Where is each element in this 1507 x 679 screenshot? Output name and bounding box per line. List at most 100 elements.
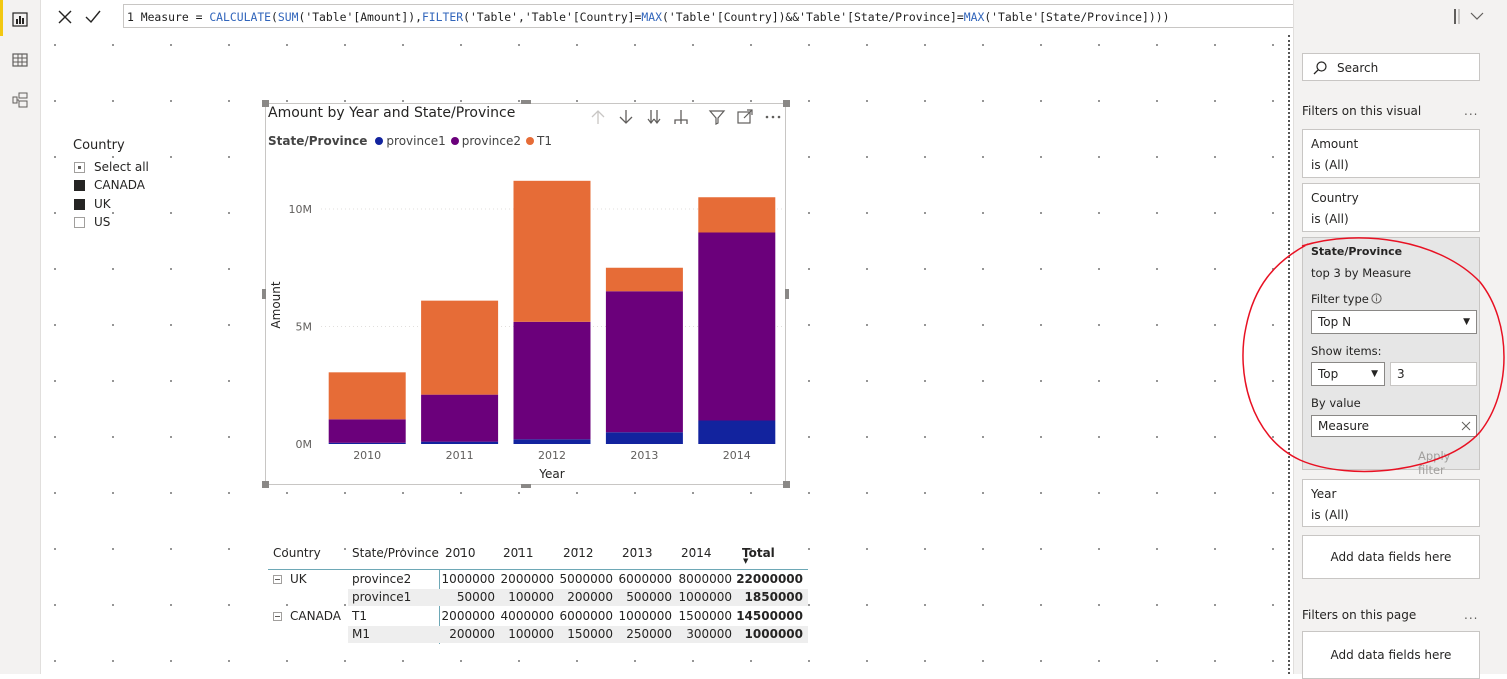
- filter-type-value: Top N: [1318, 315, 1352, 329]
- matrix-visual[interactable]: Country State/Province 2010 2011 2012 2013 201…: [268, 540, 808, 645]
- red-annotation-circle: [1242, 237, 1505, 473]
- bar-segment-T1[interactable]: [698, 197, 776, 233]
- header-divider: [268, 569, 808, 570]
- bar-segment-T1[interactable]: [421, 300, 499, 395]
- matrix-total-cell: 1000000: [744, 627, 803, 641]
- by-value-field-well[interactable]: Measure: [1311, 415, 1477, 437]
- formula-part: ('Table','Table'[Country]=: [463, 10, 642, 24]
- matrix-column-header: Total: [742, 546, 775, 560]
- legend-marker: [526, 137, 535, 145]
- filter-type-dropdown[interactable]: Top N ▼: [1311, 310, 1477, 334]
- left-view-rail: [0, 0, 41, 674]
- bar-segment-T1[interactable]: [513, 180, 591, 322]
- bar-segment-province2[interactable]: [605, 291, 683, 433]
- collapse-row-icon[interactable]: [273, 575, 282, 584]
- slicer-item[interactable]: UK: [74, 196, 111, 212]
- resize-handle[interactable]: [521, 484, 531, 488]
- slicer-checkbox[interactable]: [74, 198, 85, 210]
- bar-segment-province1[interactable]: [328, 442, 406, 444]
- matrix-row-state: province2: [352, 572, 412, 586]
- more-options-icon[interactable]: ...: [1464, 104, 1479, 118]
- cancel-formula-icon[interactable]: [55, 7, 75, 27]
- dropdown-arrow-icon: ▼: [1371, 369, 1378, 379]
- info-icon: [1371, 293, 1382, 304]
- bar-segment-province1[interactable]: [421, 441, 499, 444]
- by-value-field: Measure: [1318, 419, 1369, 433]
- bar-segment-province1[interactable]: [513, 439, 591, 444]
- y-axis-title: Amount: [269, 281, 283, 328]
- expand-hierarchy-icon[interactable]: [672, 108, 690, 126]
- collapse-row-icon[interactable]: [273, 612, 282, 621]
- resize-handle[interactable]: [521, 100, 531, 104]
- formula-fn-filter: FILTER: [421, 10, 464, 24]
- data-view-icon[interactable]: [10, 50, 30, 70]
- x-tick-label: 2011: [446, 449, 474, 462]
- bar-segment-T1[interactable]: [328, 372, 406, 420]
- model-view-icon[interactable]: [10, 90, 30, 110]
- filter-card-country[interactable]: Country is (All): [1302, 183, 1480, 232]
- filter-card-year[interactable]: Year is (All): [1302, 479, 1480, 527]
- bar-segment-province2[interactable]: [698, 232, 776, 421]
- resize-handle[interactable]: [262, 289, 266, 299]
- bar-segment-province2[interactable]: [421, 394, 499, 442]
- report-view-icon[interactable]: [10, 9, 30, 29]
- slicer-item[interactable]: US: [74, 214, 110, 230]
- pane-toggle-icon[interactable]: [1452, 6, 1474, 28]
- filter-card-status: is (All): [1311, 508, 1349, 522]
- bar-segment-province2[interactable]: [328, 419, 406, 443]
- country-slicer-title: Country: [73, 138, 125, 153]
- bar-segment-province1[interactable]: [605, 432, 683, 444]
- show-items-count-value: 3: [1397, 367, 1405, 381]
- show-items-count-input[interactable]: 3: [1390, 362, 1477, 386]
- x-tick-label: 2012: [538, 449, 566, 462]
- matrix-value-cell: 200000: [567, 590, 613, 604]
- commit-formula-icon[interactable]: [83, 7, 103, 27]
- x-tick-label: 2013: [630, 449, 658, 462]
- drill-down-icon[interactable]: [617, 108, 635, 126]
- remove-field-icon[interactable]: [1461, 421, 1471, 431]
- filter-search-box[interactable]: Search: [1302, 53, 1480, 81]
- formula-measure-name: Measure: [140, 10, 189, 24]
- bar-segment-province1[interactable]: [698, 420, 776, 445]
- x-axis-title: Year: [538, 467, 564, 481]
- filter-icon[interactable]: [708, 108, 726, 126]
- focus-mode-icon[interactable]: [736, 108, 754, 126]
- slicer-checkbox[interactable]: [74, 216, 85, 228]
- resize-handle[interactable]: [783, 481, 790, 488]
- sort-descending-icon[interactable]: ▼: [743, 557, 749, 565]
- show-items-direction-dropdown[interactable]: Top ▼: [1311, 362, 1385, 386]
- filters-on-visual-heading: Filters on this visual: [1302, 104, 1422, 118]
- legend-item[interactable]: T1: [526, 134, 552, 148]
- bar-segment-T1[interactable]: [605, 267, 683, 292]
- resize-handle[interactable]: [262, 481, 269, 488]
- bar-segment-province2[interactable]: [513, 321, 591, 440]
- legend-item[interactable]: province1: [375, 134, 446, 148]
- formula-input[interactable]: 1 Measure = CALCULATE(SUM('Table'[Amount…: [123, 4, 1501, 28]
- x-tick-label: 2014: [723, 449, 751, 462]
- formula-part: (: [271, 10, 278, 24]
- slicer-checkbox[interactable]: [74, 179, 85, 191]
- matrix-column-header: 2014: [681, 546, 712, 560]
- resize-handle[interactable]: [785, 289, 789, 299]
- slicer-item[interactable]: CANADA: [74, 177, 145, 193]
- filter-card-state-province[interactable]: State/Province top 3 by Measure Filter t…: [1302, 237, 1480, 477]
- matrix-column-header: State/Province: [352, 546, 439, 560]
- next-level-icon[interactable]: [645, 108, 663, 126]
- slicer-item[interactable]: Select all: [74, 159, 149, 175]
- add-data-fields-visual[interactable]: Add data fields here: [1302, 535, 1480, 579]
- resize-handle[interactable]: [783, 100, 790, 107]
- more-options-icon[interactable]: [764, 108, 782, 126]
- filter-card-amount[interactable]: Amount is (All): [1302, 129, 1480, 178]
- legend-item[interactable]: province2: [450, 134, 521, 148]
- more-options-icon[interactable]: ...: [1464, 608, 1479, 622]
- y-tick-label: 0M: [296, 438, 313, 451]
- matrix-row-country: UK: [290, 572, 307, 586]
- slicer-checkbox[interactable]: [74, 161, 85, 173]
- resize-handle[interactable]: [262, 100, 269, 107]
- add-data-fields-page[interactable]: Add data fields here: [1302, 631, 1480, 679]
- slicer-item-label: Select all: [94, 160, 149, 174]
- formula-equals: =: [195, 10, 203, 24]
- collapse-chevron-icon[interactable]: [1469, 8, 1485, 24]
- drill-up-icon[interactable]: [589, 108, 607, 126]
- apply-filter-button[interactable]: Apply filter: [1418, 449, 1451, 477]
